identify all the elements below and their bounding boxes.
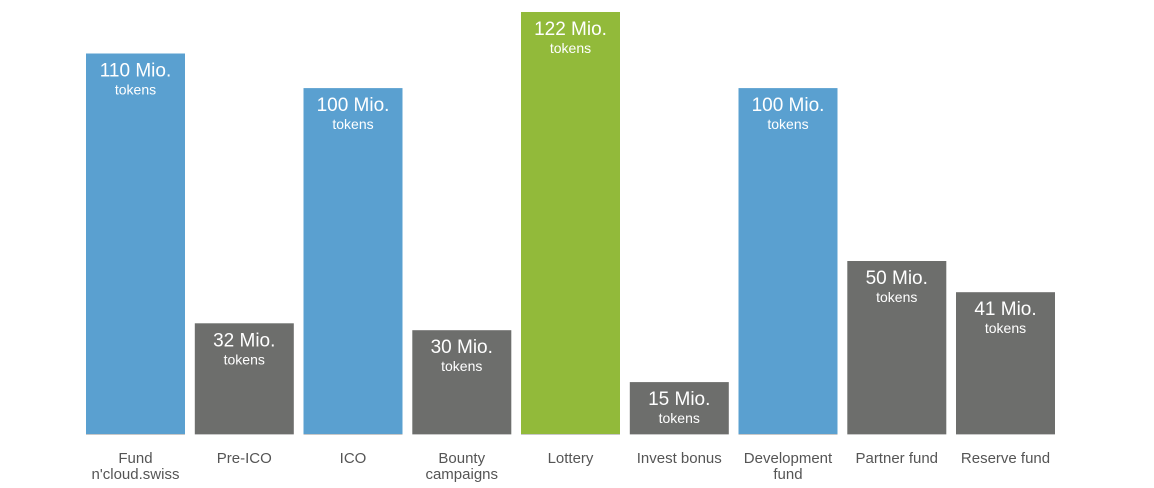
- bar-unit-label-6: tokens: [767, 116, 808, 132]
- bar-unit-label-4: tokens: [550, 40, 591, 56]
- bar-value-label-1: 32 Mio.: [213, 330, 275, 351]
- bar-7: [847, 261, 947, 434]
- category-label-5: Invest bonus: [637, 450, 722, 467]
- bar-0: [86, 53, 185, 434]
- category-labels-group: Fund n'cloud.swiss Pre-ICO ICO Bounty campaig…: [92, 450, 1051, 483]
- category-label-line: Pre-ICO: [217, 450, 272, 467]
- bar-value-label-7: 50 Mio.: [866, 268, 928, 289]
- bar-value-label-5: 15 Mio.: [648, 389, 710, 410]
- bar-5: [629, 382, 729, 434]
- category-label-line: fund: [773, 466, 802, 483]
- category-label-8: Reserve fund: [961, 450, 1050, 467]
- category-label-line: Development: [744, 450, 833, 467]
- bar-unit-label-2: tokens: [332, 116, 373, 132]
- bar-value-label-0: 110 Mio.: [100, 61, 171, 82]
- bar-unit-label-8: tokens: [985, 320, 1026, 336]
- category-label-line: Reserve fund: [961, 450, 1050, 467]
- bar-6: [738, 88, 838, 434]
- category-label-line: ICO: [340, 450, 367, 467]
- bar-4: [521, 12, 620, 434]
- category-label-line: Partner fund: [855, 450, 938, 467]
- category-label-1: Pre-ICO: [217, 450, 272, 467]
- bar-value-label-2: 100 Mio.: [317, 95, 390, 116]
- bar-value-label-8: 41 Mio.: [974, 299, 1036, 320]
- category-label-line: Bounty: [438, 450, 485, 467]
- category-label-line: campaigns: [425, 466, 498, 483]
- bar-3: [412, 330, 512, 434]
- bar-2: [303, 88, 403, 434]
- bar-value-label-4: 122 Mio.: [534, 19, 607, 40]
- bar-unit-label-1: tokens: [224, 351, 265, 367]
- category-label-3: Bounty campaigns: [425, 450, 498, 483]
- bar-unit-label-0: tokens: [115, 82, 156, 98]
- bar-unit-label-3: tokens: [441, 358, 482, 374]
- bar-unit-label-5: tokens: [659, 410, 700, 426]
- bar-1: [194, 323, 294, 434]
- category-label-7: Partner fund: [855, 450, 938, 467]
- category-label-6: Development fund: [744, 450, 833, 483]
- category-label-line: n'cloud.swiss: [92, 466, 180, 483]
- bar-8: [956, 292, 1055, 434]
- category-label-2: ICO: [340, 450, 367, 467]
- bar-value-label-3: 30 Mio.: [431, 337, 493, 358]
- bar-value-label-6: 100 Mio.: [752, 95, 825, 116]
- category-label-line: Lottery: [548, 450, 594, 467]
- bar-unit-label-7: tokens: [876, 289, 917, 305]
- category-label-line: Invest bonus: [637, 450, 722, 467]
- category-label-0: Fund n'cloud.swiss: [92, 450, 180, 483]
- category-label-4: Lottery: [548, 450, 594, 467]
- category-label-line: Fund: [118, 450, 152, 467]
